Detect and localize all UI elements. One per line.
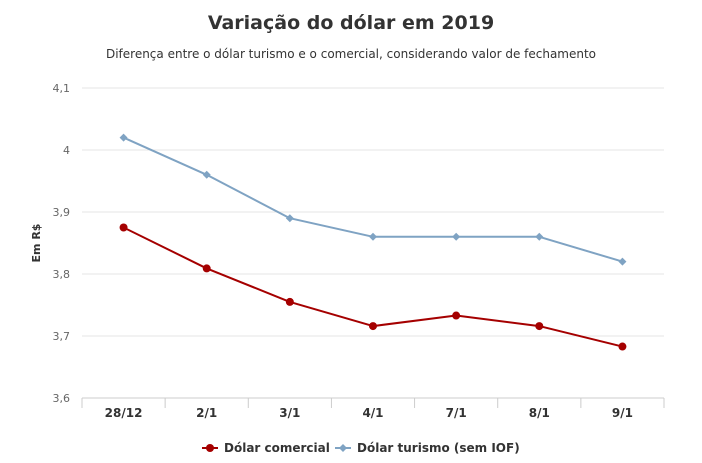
x-tick-label: 7/1 bbox=[446, 406, 467, 420]
data-point bbox=[535, 232, 544, 241]
y-tick-label: 3,7 bbox=[53, 330, 71, 343]
x-tick-label: 4/1 bbox=[362, 406, 383, 420]
y-tick-label: 4 bbox=[63, 144, 70, 157]
y-tick-label: 3,6 bbox=[53, 392, 71, 405]
x-tick-label: 8/1 bbox=[529, 406, 550, 420]
x-tick-label: 3/1 bbox=[279, 406, 300, 420]
legend-marker bbox=[206, 444, 214, 452]
legend-label: Dólar turismo (sem IOF) bbox=[357, 441, 520, 455]
data-point bbox=[369, 232, 377, 241]
y-tick-label: 3,9 bbox=[53, 206, 71, 219]
data-point bbox=[535, 322, 544, 331]
series-line bbox=[123, 136, 623, 263]
y-tick-label: 3,8 bbox=[53, 268, 71, 281]
y-axis-title: Em R$ bbox=[30, 224, 43, 263]
data-point bbox=[452, 311, 461, 320]
data-point bbox=[285, 297, 294, 306]
legend-marker bbox=[339, 444, 347, 452]
x-tick-label: 28/12 bbox=[105, 406, 143, 420]
data-point bbox=[285, 214, 294, 223]
x-tick-label: 2/1 bbox=[196, 406, 217, 420]
data-point bbox=[119, 223, 128, 232]
data-point bbox=[452, 232, 461, 241]
data-point bbox=[202, 264, 211, 273]
data-point bbox=[369, 322, 377, 331]
data-point bbox=[202, 170, 211, 179]
y-tick-label: 4,1 bbox=[53, 82, 71, 95]
x-tick-label: 9/1 bbox=[612, 406, 633, 420]
data-point bbox=[618, 342, 627, 351]
chart-title: Variação do dólar em 2019 bbox=[207, 12, 495, 34]
chart-subtitle: Diferença entre o dólar turismo e o come… bbox=[105, 47, 597, 61]
data-point bbox=[618, 257, 627, 266]
legend-label: Dólar comercial bbox=[224, 441, 330, 455]
data-point bbox=[119, 133, 128, 142]
